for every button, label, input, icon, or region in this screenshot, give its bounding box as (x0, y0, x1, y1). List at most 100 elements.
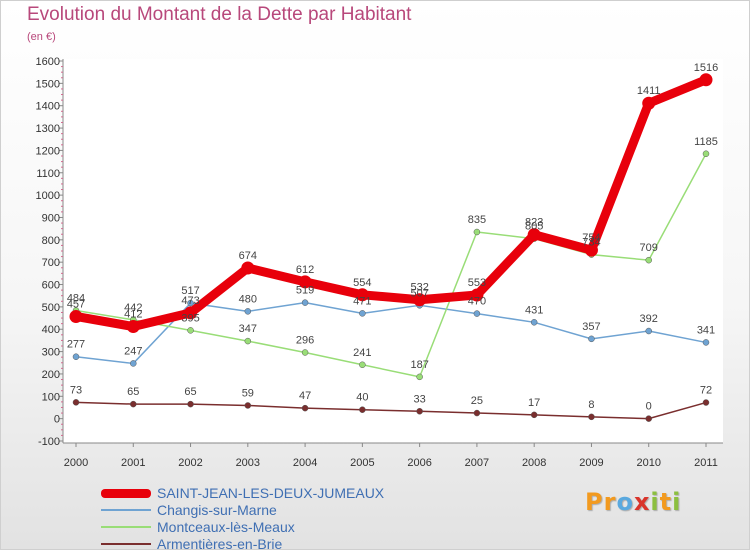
legend-label: Montceaux-lès-Meaux (157, 519, 295, 535)
data-label: 395 (181, 312, 199, 324)
y-tick-label: 800 (42, 235, 60, 247)
data-label: 484 (67, 292, 85, 304)
chart-title: Evolution du Montant de la Dette par Hab… (27, 4, 412, 25)
data-point (588, 335, 595, 343)
data-label: 517 (181, 285, 199, 297)
data-point (645, 256, 652, 264)
data-point (699, 73, 713, 87)
data-label: 0 (646, 401, 652, 413)
x-tick-label: 2007 (465, 457, 489, 469)
data-point (645, 415, 652, 422)
x-tick-label: 2003 (236, 457, 260, 469)
data-label: 734 (582, 237, 600, 249)
data-label: 357 (582, 321, 600, 333)
data-label: 553 (468, 277, 486, 289)
data-label: 480 (239, 293, 257, 305)
data-point (530, 319, 538, 326)
data-label: 8 (588, 399, 594, 411)
x-tick-label: 2001 (121, 457, 145, 469)
data-point (241, 261, 255, 275)
data-point (126, 320, 140, 334)
data-point (301, 404, 309, 412)
legend-swatch (101, 509, 151, 511)
data-label: 674 (239, 250, 257, 262)
series-line-2 (75, 153, 707, 378)
x-tick-label: 2005 (350, 457, 374, 469)
series-line-3 (75, 401, 707, 420)
data-label: 40 (356, 392, 368, 404)
data-point (584, 243, 598, 257)
data-point (416, 373, 423, 381)
data-point (588, 413, 595, 421)
data-point (702, 399, 710, 406)
x-tick-label: 2000 (64, 457, 88, 469)
y-tick-label: -100 (38, 436, 60, 448)
data-label: 47 (299, 390, 311, 402)
data-label: 241 (353, 347, 371, 359)
data-point (473, 228, 481, 236)
y-axis-unit: (en €) (27, 31, 56, 43)
brand-letter: t (659, 488, 673, 516)
data-label: 612 (296, 264, 314, 276)
data-label: 473 (181, 295, 199, 307)
plot-area (63, 59, 723, 443)
y-tick-label: 400 (42, 324, 60, 336)
data-point (244, 337, 252, 345)
data-point (298, 275, 312, 289)
y-tick-label: 1600 (36, 56, 60, 68)
data-label: 470 (468, 296, 486, 308)
data-label: 431 (525, 304, 543, 316)
data-label: 247 (124, 345, 142, 357)
data-label: 277 (67, 339, 85, 351)
data-label: 392 (640, 313, 658, 325)
y-tick-label: 900 (42, 212, 60, 224)
x-tick-label: 2002 (178, 457, 202, 469)
brand-letter: P (585, 488, 604, 516)
data-label: 1185 (694, 136, 718, 148)
data-point (72, 399, 80, 406)
data-point (244, 402, 252, 409)
y-tick-label: 1300 (36, 123, 60, 135)
data-point (702, 339, 710, 346)
series-line-0 (71, 75, 711, 332)
proxiti-logo: Proxiti (585, 488, 681, 516)
y-tick-label: 1400 (36, 101, 60, 113)
data-label: 73 (70, 384, 82, 396)
y-tick-label: 0 (54, 414, 60, 426)
data-point (72, 353, 80, 360)
brand-letter: i (650, 488, 660, 516)
data-label: 296 (296, 334, 314, 346)
data-label: 341 (697, 324, 715, 336)
data-point (473, 310, 481, 317)
x-tick-label: 2006 (407, 457, 431, 469)
y-tick-label: 500 (42, 302, 60, 314)
data-label: 457 (67, 298, 85, 310)
x-tick-label: 2009 (579, 457, 603, 469)
legend-label: Armentières-en-Brie (157, 536, 283, 550)
legend-swatch (101, 543, 151, 545)
data-point (470, 288, 484, 302)
data-label: 754 (582, 232, 600, 244)
data-label: 187 (410, 359, 428, 371)
brand-letter: x (633, 488, 651, 516)
data-label: 33 (414, 393, 426, 405)
data-point (359, 406, 366, 413)
y-tick-label: 100 (42, 391, 60, 403)
y-tick-label: 1200 (36, 145, 60, 157)
legend-swatch (101, 526, 151, 528)
data-point (413, 293, 427, 307)
x-tick-label: 2004 (293, 457, 317, 469)
data-point (645, 327, 652, 335)
data-label: 805 (525, 221, 543, 233)
data-label: 519 (296, 285, 314, 297)
data-label: 709 (640, 242, 658, 254)
x-tick-label: 2008 (522, 457, 546, 469)
data-label: 59 (242, 387, 254, 399)
data-label: 442 (124, 302, 142, 314)
data-point (187, 327, 194, 334)
data-label: 72 (700, 385, 712, 397)
y-tick-label: 700 (42, 257, 60, 269)
y-tick-label: 1500 (36, 78, 60, 90)
y-tick-label: 1100 (36, 168, 60, 180)
